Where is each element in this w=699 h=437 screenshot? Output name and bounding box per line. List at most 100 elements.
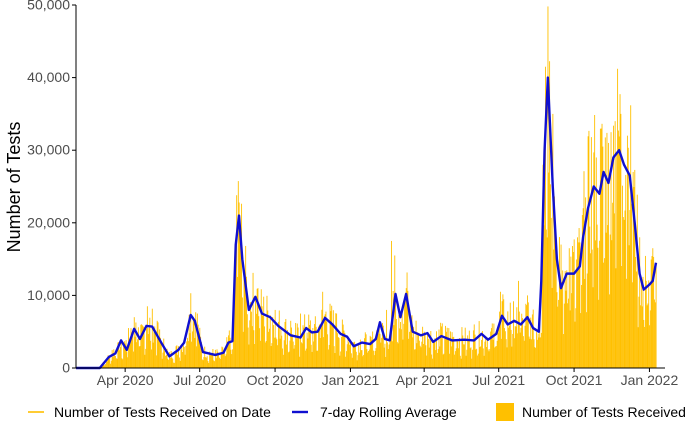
daily-test-bar (327, 349, 329, 368)
daily-test-bar (484, 341, 486, 368)
daily-test-bar (202, 360, 204, 368)
daily-test-bar (377, 334, 379, 368)
daily-test-bar (226, 337, 228, 368)
daily-test-bar (427, 338, 429, 368)
daily-test-bar (223, 353, 225, 368)
daily-test-bar (536, 332, 537, 368)
daily-test-bar (530, 317, 532, 368)
daily-test-bar (251, 326, 253, 368)
daily-test-bar (188, 314, 190, 368)
daily-test-bar (334, 353, 336, 368)
daily-test-bar (471, 358, 473, 368)
daily-test-bar (637, 327, 639, 368)
daily-test-bar (601, 123, 603, 368)
daily-test-bar (622, 185, 623, 368)
daily-test-bar (495, 346, 497, 368)
daily-test-bar (443, 353, 445, 368)
daily-test-bar (204, 346, 206, 368)
daily-test-bar (253, 330, 255, 368)
daily-test-bar (241, 203, 243, 368)
daily-test-bar (263, 296, 265, 368)
daily-test-bar (233, 285, 235, 368)
daily-test-bar (332, 324, 333, 368)
daily-test-bar (416, 343, 418, 368)
daily-test-bar (248, 344, 250, 368)
daily-test-bar (477, 353, 479, 368)
daily-test-bar (436, 331, 437, 368)
daily-test-bar (430, 330, 432, 368)
daily-test-bar (375, 348, 377, 368)
daily-test-bar (335, 313, 337, 368)
daily-test-bar (355, 351, 357, 368)
daily-test-bar (464, 327, 466, 368)
daily-test-bar (110, 360, 112, 368)
daily-test-bar (511, 346, 513, 368)
daily-test-bar (385, 356, 387, 368)
daily-test-bar (259, 340, 261, 368)
daily-test-bar (620, 113, 622, 369)
daily-test-bar (515, 326, 517, 368)
daily-test-bar (610, 132, 612, 368)
daily-test-bar (317, 350, 319, 368)
daily-test-bar (156, 320, 158, 368)
daily-test-bar (216, 349, 218, 368)
daily-test-bar (629, 210, 631, 368)
daily-test-bar (346, 344, 348, 368)
daily-test-bar (153, 332, 155, 368)
daily-test-bar (648, 280, 650, 368)
daily-test-bar (499, 291, 501, 368)
daily-test-bar (607, 225, 609, 368)
daily-test-bar (108, 357, 110, 368)
daily-test-bar (621, 266, 623, 368)
axes-layer (75, 5, 665, 369)
daily-test-bar (123, 341, 125, 368)
daily-test-bar (162, 352, 164, 368)
daily-test-bar (644, 326, 646, 368)
daily-test-bar (210, 353, 211, 368)
daily-test-bar (173, 362, 175, 368)
daily-test-bar (591, 249, 593, 368)
y-tick-label: 50,000 (27, 0, 70, 13)
daily-test-bar (302, 325, 304, 368)
legend-key-bar-box (496, 403, 514, 421)
daily-test-bar (117, 342, 119, 368)
daily-test-bar (377, 333, 379, 368)
daily-test-bar (244, 276, 246, 368)
daily-test-bar (115, 358, 117, 368)
daily-test-bar (498, 323, 500, 368)
daily-test-bar (133, 317, 135, 368)
daily-test-bar (289, 340, 291, 368)
daily-test-bar (121, 358, 123, 368)
daily-test-bar (185, 346, 187, 368)
daily-test-bar (549, 184, 551, 368)
daily-test-bar (383, 347, 385, 368)
daily-test-bar (554, 243, 556, 368)
daily-test-bar (431, 354, 433, 368)
daily-test-bar (178, 357, 180, 368)
daily-test-bar (617, 130, 619, 368)
daily-test-bar (365, 334, 367, 368)
daily-test-bar (434, 338, 436, 368)
daily-test-bar (359, 339, 361, 368)
daily-test-bar (462, 335, 464, 368)
daily-test-bar (587, 136, 589, 368)
daily-test-bar (625, 174, 627, 368)
daily-test-bar (447, 339, 449, 368)
daily-test-bar (428, 347, 430, 368)
daily-test-bar (418, 340, 420, 368)
x-ticks: Apr 2020 Jul 2020 Oct 2020 Jan 2021 Apr 2021… (97, 368, 678, 388)
daily-test-bar (189, 333, 191, 368)
daily-test-bar (412, 337, 414, 368)
daily-test-bar (509, 325, 510, 368)
daily-test-bar (301, 343, 303, 368)
daily-test-bar (540, 337, 542, 368)
daily-test-bar (123, 345, 125, 368)
daily-test-bar (276, 339, 278, 368)
daily-test-bar (479, 347, 481, 368)
daily-test-bar (639, 237, 641, 368)
daily-test-bar (516, 307, 518, 368)
daily-test-bar (382, 323, 383, 368)
daily-test-bar (206, 356, 208, 368)
daily-test-bar (154, 326, 156, 368)
daily-test-bar (364, 332, 366, 368)
